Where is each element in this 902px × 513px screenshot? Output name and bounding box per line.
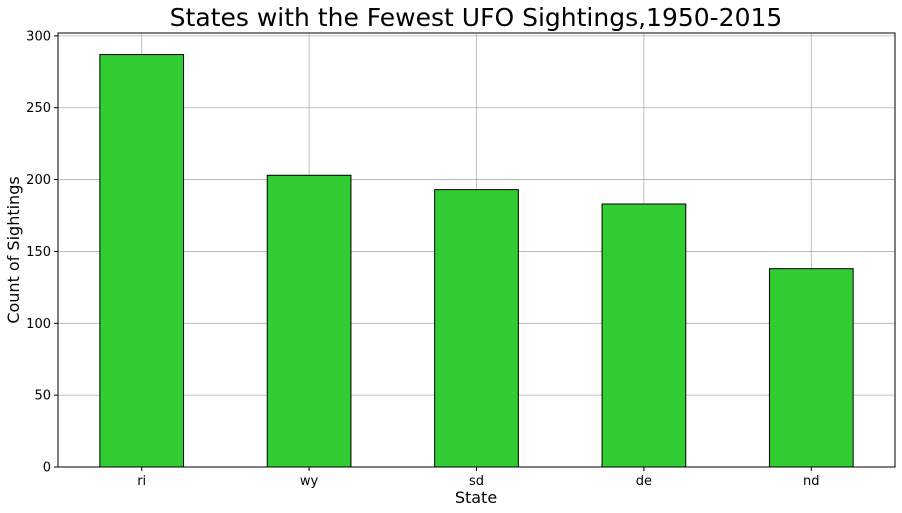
y-tick-label: 100	[26, 317, 51, 332]
y-tick-label: 300	[26, 29, 51, 44]
y-axis-label: Count of Sightings	[4, 176, 23, 323]
y-tick-label: 200	[26, 173, 51, 188]
bar-nd	[768, 268, 854, 468]
bar-de	[601, 203, 687, 468]
y-tick-label: 0	[43, 461, 51, 476]
x-axis-ticks: ri wy sd de nd	[137, 467, 820, 489]
x-tick-label-de: de	[636, 474, 652, 489]
bars	[99, 54, 854, 468]
bar-sd	[434, 189, 519, 468]
y-tick-label: 250	[26, 101, 51, 116]
y-axis-ticks: 0 50 100 150 200 250 300	[26, 29, 58, 476]
x-tick-label-wy: wy	[300, 474, 319, 489]
bar-wy	[266, 174, 352, 468]
x-tick-label-nd: nd	[803, 474, 820, 489]
y-tick-label: 50	[34, 389, 51, 404]
y-tick-label: 150	[26, 245, 51, 260]
grid-lines	[58, 33, 895, 468]
x-tick-label-ri: ri	[137, 474, 146, 489]
bar-ri	[99, 54, 185, 468]
chart-title: States with the Fewest UFO Sightings,195…	[170, 3, 783, 32]
x-axis-label: State	[455, 488, 497, 507]
x-tick-label-sd: sd	[469, 474, 484, 489]
